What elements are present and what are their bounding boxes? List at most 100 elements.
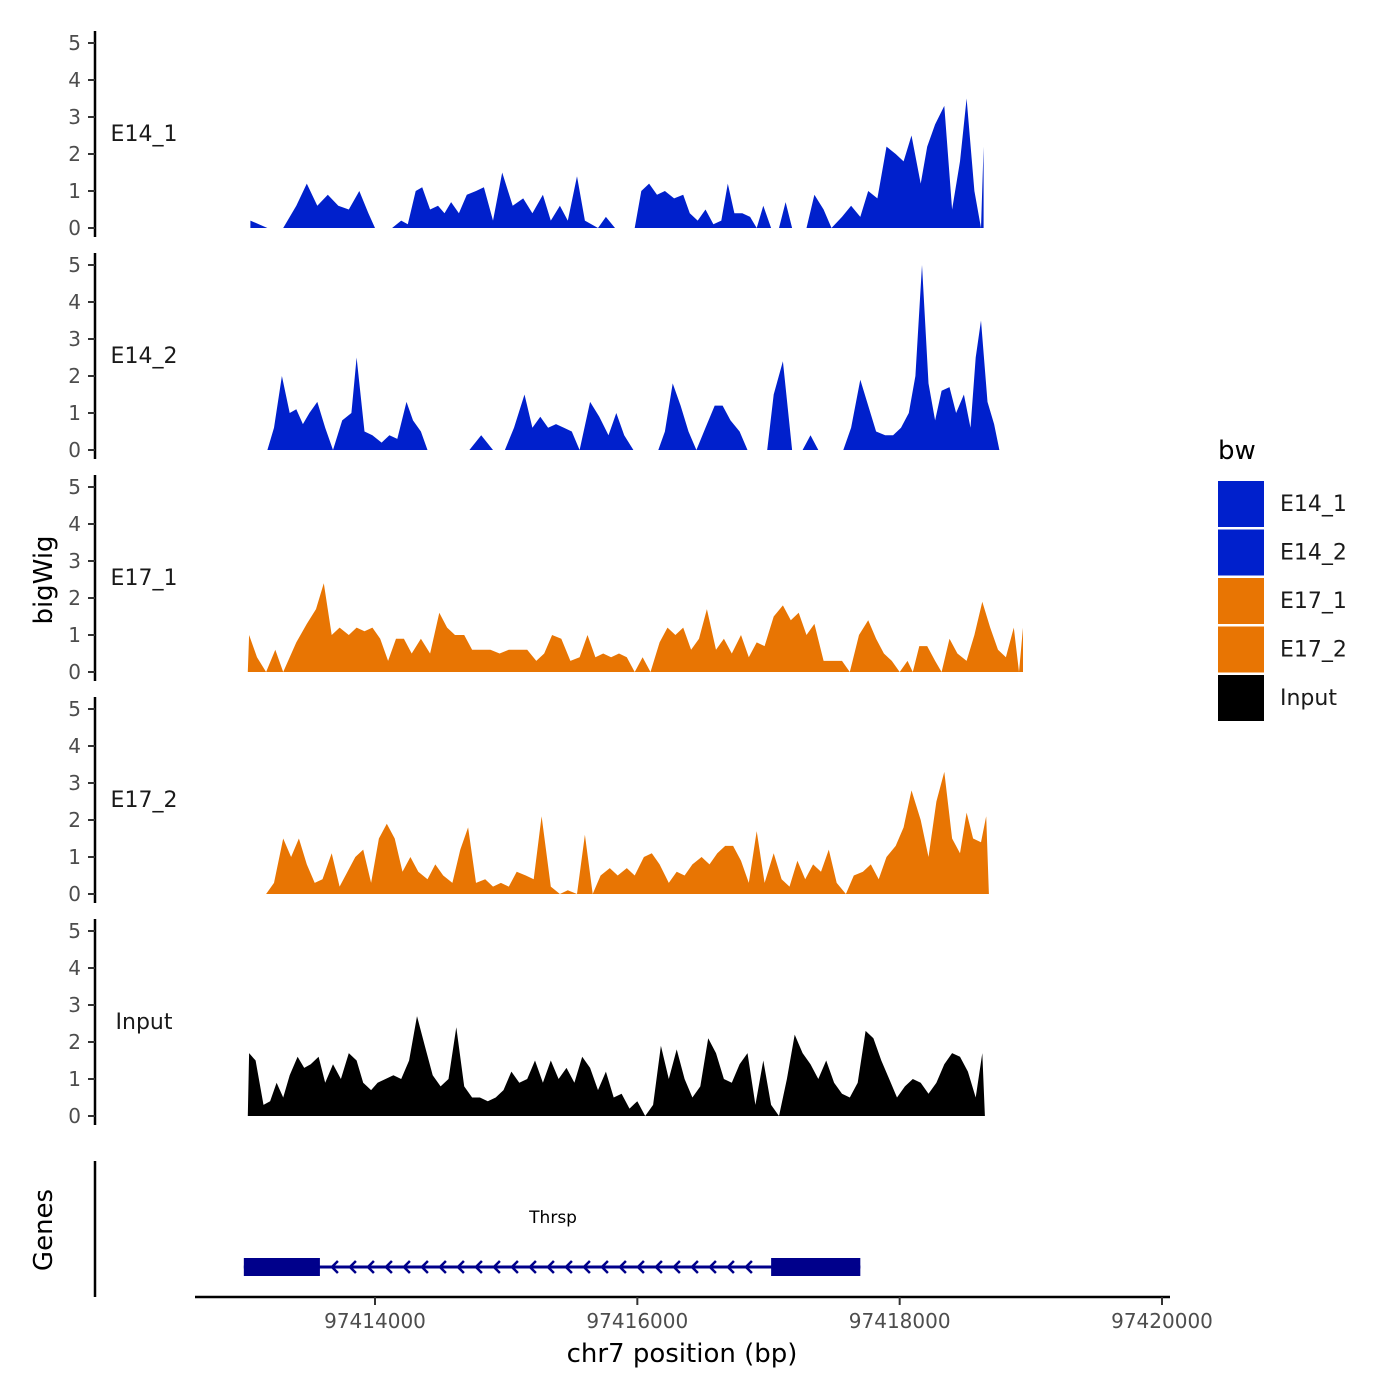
track-panel-Input: 0 1 2 3 4 5 Input	[68, 919, 985, 1128]
strand-arrow	[330, 1260, 339, 1274]
legend-swatch	[1218, 675, 1264, 721]
strand-arrow	[636, 1260, 645, 1274]
legend-swatch	[1218, 529, 1264, 576]
y-tick-label: 4	[68, 956, 81, 980]
track-panel-E14_2: 0 1 2 3 4 5 E14_2	[68, 253, 1000, 462]
y-tick-label: 2	[68, 142, 81, 166]
y-tick-label: 1	[68, 179, 81, 203]
track-label: E17_2	[111, 788, 178, 813]
x-tick-label: 97418000	[849, 1309, 951, 1333]
y-tick-label: 3	[68, 549, 81, 573]
strand-arrow	[528, 1260, 537, 1274]
y-tick-label: 2	[68, 1030, 81, 1054]
legend-item-E17_1: E17_1	[1218, 578, 1347, 624]
y-tick-label: 4	[68, 734, 81, 758]
legend-swatch	[1218, 578, 1264, 624]
y-tick-label: 1	[68, 401, 81, 425]
genes-axis-title: Genes	[29, 1189, 59, 1271]
legend: bw E14_1 E14_2 E17_1 E17_2 Input	[1218, 436, 1347, 721]
strand-arrow	[510, 1260, 519, 1274]
gene-exon	[771, 1258, 861, 1276]
track-label: E17_1	[111, 566, 178, 591]
strand-arrow	[438, 1260, 447, 1274]
y-tick-label: 3	[68, 105, 81, 129]
strand-arrow	[618, 1260, 627, 1274]
track-panel-E14_1: 0 1 2 3 4 5 E14_1	[68, 31, 984, 240]
coverage-area-Input	[247, 1016, 985, 1116]
strand-arrow	[384, 1260, 393, 1274]
legend-label: E17_2	[1280, 638, 1347, 663]
strand-arrow	[420, 1260, 429, 1274]
coverage-area-E14_2	[267, 265, 1000, 450]
strand-arrow	[456, 1260, 465, 1274]
legend-swatch	[1218, 481, 1264, 527]
legend-swatch	[1218, 626, 1264, 673]
strand-arrow	[366, 1260, 375, 1274]
x-tick-label: 97416000	[586, 1309, 688, 1333]
strand-arrow	[672, 1260, 681, 1274]
legend-item-E17_2: E17_2	[1218, 626, 1347, 673]
y-tick-label: 5	[68, 475, 81, 499]
strand-arrow	[492, 1260, 501, 1274]
gene-label: Thrsp	[528, 1208, 577, 1228]
legend-item-E14_1: E14_1	[1218, 481, 1347, 527]
y-tick-label: 1	[68, 1067, 81, 1091]
strand-arrow	[654, 1260, 663, 1274]
y-tick-label: 0	[68, 1104, 81, 1128]
y-tick-label: 3	[68, 771, 81, 795]
y-axis-title: bigWig	[29, 535, 59, 624]
track-panel-E17_1: 0 1 2 3 4 5 E17_1	[68, 475, 1024, 684]
strand-arrow	[600, 1260, 609, 1274]
y-tick-label: 5	[68, 31, 81, 55]
y-tick-label: 0	[68, 660, 81, 684]
y-tick-label: 4	[68, 68, 81, 92]
legend-title: bw	[1218, 436, 1256, 466]
y-tick-label: 5	[68, 697, 81, 721]
x-tick-label: 97414000	[324, 1309, 426, 1333]
y-tick-label: 5	[68, 253, 81, 277]
track-panels: 0 1 2 3 4 5 E14_1 0 1 2 3 4 5 E14_2 0 1 2 3 4 5 E17_1 0 1 2 3 4 5 E…	[68, 31, 1024, 1128]
y-tick-label: 0	[68, 882, 81, 906]
track-label: E14_2	[111, 344, 178, 369]
y-tick-label: 2	[68, 808, 81, 832]
y-tick-label: 1	[68, 623, 81, 647]
legend-item-E14_2: E14_2	[1218, 529, 1347, 576]
track-label: Input	[116, 1010, 173, 1035]
legend-label: Input	[1280, 686, 1337, 711]
x-axis: 97414000 97416000 97418000 97420000	[195, 1295, 1213, 1333]
x-axis-title: chr7 position (bp)	[567, 1339, 798, 1369]
gene-exon	[243, 1258, 320, 1276]
y-tick-label: 3	[68, 993, 81, 1017]
y-tick-label: 2	[68, 364, 81, 388]
y-tick-label: 5	[68, 919, 81, 943]
gene-panel: Thrsp	[93, 1161, 861, 1297]
track-label: E14_1	[111, 122, 178, 147]
legend-label: E14_2	[1280, 541, 1347, 566]
y-tick-label: 2	[68, 586, 81, 610]
y-tick-label: 0	[68, 216, 81, 240]
strand-arrow	[582, 1260, 591, 1274]
coverage-area-E17_1	[247, 583, 1024, 672]
coverage-area-E17_2	[266, 771, 989, 894]
strand-arrow	[546, 1260, 555, 1274]
track-panel-E17_2: 0 1 2 3 4 5 E17_2	[68, 697, 989, 906]
legend-item-Input: Input	[1218, 675, 1337, 721]
strand-arrow	[402, 1260, 411, 1274]
legend-label: E14_1	[1280, 492, 1347, 517]
y-tick-label: 3	[68, 327, 81, 351]
strand-arrow	[744, 1260, 753, 1274]
y-tick-label: 1	[68, 845, 81, 869]
y-tick-label: 0	[68, 438, 81, 462]
strand-arrow	[348, 1260, 357, 1274]
strand-arrow	[726, 1260, 735, 1274]
legend-label: E17_1	[1280, 589, 1347, 614]
strand-arrow	[708, 1260, 717, 1274]
x-tick-label: 97420000	[1111, 1309, 1213, 1333]
strand-arrow	[690, 1260, 699, 1274]
y-tick-label: 4	[68, 512, 81, 536]
y-tick-label: 4	[68, 290, 81, 314]
strand-arrow	[564, 1260, 573, 1274]
strand-arrow	[474, 1260, 483, 1274]
coverage-area-E14_1	[250, 98, 984, 228]
